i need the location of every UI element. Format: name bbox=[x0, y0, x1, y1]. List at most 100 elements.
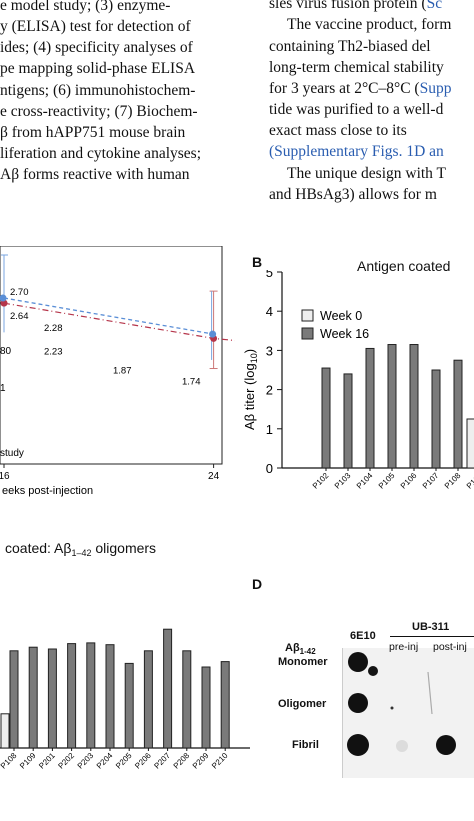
x-tick-label: P109 bbox=[465, 471, 474, 491]
text-right-line: The unique design with T bbox=[287, 165, 446, 182]
point-label: 2.64 bbox=[10, 311, 29, 322]
bar-week16 bbox=[163, 628, 173, 749]
bar-week16 bbox=[28, 646, 38, 749]
x-tick-label: P203 bbox=[76, 751, 96, 771]
x-tick-label: P210 bbox=[210, 751, 230, 771]
x-tick-label: P108 bbox=[443, 471, 463, 491]
point-label: 2.28 bbox=[44, 323, 63, 334]
x-tick-label: P205 bbox=[114, 751, 134, 771]
text-right-line: The vaccine product, form bbox=[287, 16, 452, 33]
bar-week16 bbox=[409, 344, 419, 469]
bar-week16 bbox=[453, 359, 463, 469]
text-left-line: liferation and cytokine analyses; bbox=[0, 145, 202, 162]
x-tick-label: P201 bbox=[37, 751, 57, 771]
bar-week16 bbox=[124, 662, 134, 749]
y-tick-label: 0 bbox=[266, 461, 273, 476]
y-tick-label: 2 bbox=[266, 383, 273, 398]
legend-week0-label: Week 0 bbox=[320, 309, 362, 323]
text-left-line: e cross-reactivity; (7) Biochem- bbox=[0, 103, 198, 120]
x-tick-label: P109 bbox=[18, 751, 38, 771]
bar-week16 bbox=[321, 367, 331, 469]
panel-b-letter: B bbox=[252, 254, 263, 270]
panel-d-letter: D bbox=[252, 576, 263, 592]
x-tick-label: P106 bbox=[399, 471, 419, 491]
text-right-line: for 3 years at 2°C–8°C (Supp bbox=[269, 80, 452, 97]
text-right-line: sles virus fusion protein (Sc bbox=[269, 0, 442, 15]
legend-swatch-week0 bbox=[301, 309, 314, 322]
x-tick-label: P204 bbox=[95, 751, 115, 771]
legend-week16-label: Week 16 bbox=[320, 327, 369, 341]
abeta-label: Aβ1-42 bbox=[285, 642, 316, 656]
partial-tick-label: 80 bbox=[0, 346, 12, 357]
bar-week16 bbox=[387, 344, 397, 469]
supplementary-link[interactable]: Sc bbox=[426, 0, 443, 12]
text-right-line: containing Th2-biased del bbox=[269, 38, 431, 55]
text-right-line: and HBsAg3) allows for m bbox=[269, 186, 437, 203]
x-tick-label: P207 bbox=[152, 751, 172, 771]
blot-spot-6e10-monomer-secondary bbox=[368, 666, 378, 676]
blot-spot-pre-inj-fibril bbox=[396, 740, 408, 752]
panel-a-line-chart: 1624324048562.702.642.282.231.871.74 1 8… bbox=[0, 246, 235, 497]
legend-swatch-week16 bbox=[301, 327, 314, 340]
point-label: 1.74 bbox=[182, 377, 201, 388]
bar-week16 bbox=[431, 369, 441, 469]
blot-spot-6e10-monomer bbox=[348, 652, 368, 672]
bar-week0 bbox=[466, 418, 474, 469]
y-tick-label: 3 bbox=[266, 343, 273, 358]
blot-speck bbox=[390, 706, 394, 710]
blot-spot-post-inj-fibril bbox=[436, 735, 456, 755]
y-tick-label: 1 bbox=[266, 422, 273, 437]
series-line bbox=[3, 302, 235, 342]
text-left-line: e model study; (3) enzyme- bbox=[0, 0, 171, 14]
col-6e10: 6E10 bbox=[350, 630, 376, 642]
bar-week16 bbox=[9, 650, 19, 749]
text-left-line: y (ELISA) test for detection of bbox=[0, 18, 191, 35]
text-right-line: long-term chemical stability bbox=[269, 59, 444, 76]
y-axis-label: Aβ titer (log10) bbox=[242, 349, 259, 430]
post-inj-label: post-inj bbox=[433, 641, 467, 653]
panel-b-title: Antigen coated bbox=[357, 258, 451, 274]
x-tick-label: P102 bbox=[311, 471, 331, 491]
point-label: 2.70 bbox=[10, 287, 29, 298]
row-monomer: Monomer bbox=[278, 656, 328, 668]
bar-week16 bbox=[182, 650, 192, 749]
x-tick-label: P208 bbox=[172, 751, 192, 771]
bar-week16 bbox=[105, 644, 115, 749]
y-tick-label: 5 bbox=[266, 270, 273, 280]
text-left-line: ides; (4) specificity analyses of bbox=[0, 39, 193, 56]
x-axis-label: eeks post-injection bbox=[2, 485, 93, 497]
y-tick-label: 4 bbox=[266, 304, 273, 319]
blot-scratch bbox=[427, 671, 433, 715]
x-tick-label: P209 bbox=[191, 751, 211, 771]
text-left-line: pe mapping solid-phase ELISA bbox=[0, 60, 196, 77]
x-tick-label: P104 bbox=[355, 471, 375, 491]
bar-week16 bbox=[220, 661, 230, 749]
row-oligomer: Oligomer bbox=[278, 698, 327, 710]
bar-week16 bbox=[67, 643, 77, 749]
bar-week0 bbox=[0, 713, 10, 749]
x-tick-label: P103 bbox=[333, 471, 353, 491]
pre-inj-label: pre-inj bbox=[389, 641, 419, 653]
series-line bbox=[3, 297, 214, 335]
text-right-line: exact mass close to its bbox=[269, 122, 407, 139]
blot-spot-6e10-oligomer bbox=[348, 693, 368, 713]
partial-tick-label: 1 bbox=[0, 383, 6, 394]
bar-week16 bbox=[201, 666, 211, 749]
bar-week16 bbox=[343, 373, 353, 469]
supplementary-figs-link[interactable]: (Supplementary Figs. 1D an bbox=[269, 143, 444, 160]
panel-c-bar-chart: P108 P109 P201 P202 P203 P204 P205 P206 P207 P208… bbox=[0, 628, 250, 771]
dot-blot-spots bbox=[347, 652, 456, 756]
x-tick-label: P108 bbox=[0, 751, 19, 771]
supplementary-link[interactable]: Supp bbox=[419, 80, 452, 97]
data-point bbox=[209, 330, 217, 338]
text-left-line: β from hAPP751 mouse brain bbox=[0, 124, 186, 141]
x-tick-label: 16 bbox=[0, 471, 10, 482]
row-fibril: Fibril bbox=[292, 739, 319, 751]
x-tick-label: 24 bbox=[208, 471, 220, 482]
text-left-line: ntigens; (6) immunohistochem- bbox=[0, 82, 196, 99]
data-point bbox=[0, 294, 7, 302]
x-tick-label: P107 bbox=[421, 471, 441, 491]
bar-week16 bbox=[365, 347, 375, 469]
x-tick-label: P202 bbox=[56, 751, 76, 771]
bar-week16 bbox=[47, 648, 57, 749]
